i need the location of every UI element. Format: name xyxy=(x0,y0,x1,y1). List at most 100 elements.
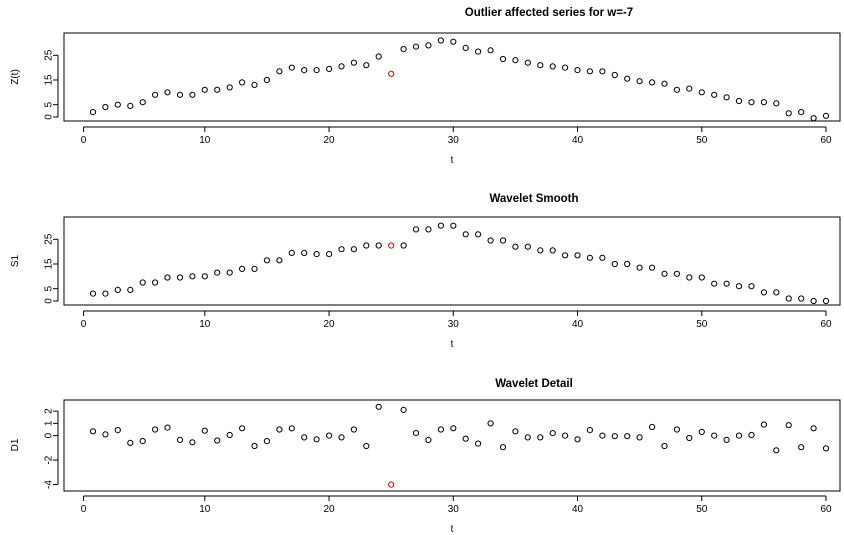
data-point xyxy=(276,426,283,433)
data-point xyxy=(735,432,743,439)
data-point xyxy=(475,48,482,55)
data-point xyxy=(785,422,792,429)
data-point xyxy=(276,257,283,264)
y-axis-label: S1 xyxy=(10,254,21,267)
outlier-point xyxy=(388,481,395,488)
data-point xyxy=(326,251,333,258)
data-point xyxy=(338,434,345,441)
x-tick-label: 50 xyxy=(696,319,708,330)
data-point xyxy=(201,86,208,93)
data-point xyxy=(586,68,594,75)
x-tick-label: 60 xyxy=(820,319,832,330)
data-point xyxy=(586,254,594,261)
data-point xyxy=(649,264,656,271)
x-tick-label: 0 xyxy=(81,135,87,146)
data-point xyxy=(450,222,457,229)
data-point xyxy=(412,226,420,233)
data-point xyxy=(686,434,693,442)
data-point xyxy=(773,447,780,454)
data-point xyxy=(114,101,121,108)
data-point xyxy=(537,247,544,254)
data-point xyxy=(549,430,556,437)
data-point xyxy=(760,421,768,428)
data-point xyxy=(139,99,146,106)
data-point xyxy=(226,269,233,276)
data-point xyxy=(164,274,171,281)
x-axis: 10 20 30 40 50 60 0 xyxy=(81,126,832,146)
data-point xyxy=(139,279,146,286)
y-tick-label: 25 xyxy=(44,233,55,245)
data-point xyxy=(226,84,233,91)
data-point xyxy=(152,426,159,433)
data-point xyxy=(624,433,631,440)
data-point xyxy=(760,99,768,106)
data-point xyxy=(798,444,805,451)
data-point xyxy=(425,42,432,49)
x-tick-label: 0 xyxy=(81,504,87,515)
data-point xyxy=(412,43,420,50)
data-point xyxy=(102,104,109,111)
data-point xyxy=(326,432,333,439)
data-point xyxy=(773,100,780,107)
chart-title: Wavelet Smooth xyxy=(489,193,578,205)
data-point xyxy=(562,64,569,71)
data-point xyxy=(326,65,333,73)
data-point xyxy=(711,432,718,439)
data-point xyxy=(723,436,730,443)
outlier-point xyxy=(388,70,395,77)
data-point xyxy=(599,254,606,261)
data-point xyxy=(89,428,97,435)
data-point xyxy=(313,251,320,258)
x-tick-label: 40 xyxy=(572,319,584,330)
data-point xyxy=(599,68,606,75)
data-point xyxy=(773,289,780,296)
data-point xyxy=(437,37,444,44)
data-point xyxy=(164,89,171,96)
data-point xyxy=(114,427,121,434)
data-point xyxy=(462,231,469,238)
y-tick-label: -4 xyxy=(44,480,55,489)
data-point xyxy=(263,438,270,445)
data-point xyxy=(450,425,457,432)
data-point xyxy=(450,38,457,45)
data-point xyxy=(350,246,357,253)
x-axis-label: t xyxy=(451,524,454,535)
data-point xyxy=(499,444,507,451)
outlier-point xyxy=(388,242,395,249)
data-point xyxy=(412,430,420,437)
x-tick-label: 50 xyxy=(696,135,708,146)
data-point xyxy=(189,439,196,446)
data-point xyxy=(711,280,718,287)
data-point xyxy=(636,434,643,441)
data-point xyxy=(214,269,221,276)
data-point xyxy=(127,286,134,293)
data-point xyxy=(636,264,643,271)
data-point xyxy=(512,428,519,435)
data-point xyxy=(574,436,581,443)
data-point xyxy=(127,102,134,110)
data-point xyxy=(251,265,258,272)
data-point xyxy=(574,252,581,259)
data-point xyxy=(512,57,519,64)
data-point xyxy=(89,290,97,297)
y-tick-label: 5 xyxy=(44,285,55,291)
data-point xyxy=(214,86,221,93)
data-point xyxy=(462,44,469,52)
data-point xyxy=(748,99,755,106)
data-point xyxy=(276,68,283,75)
data-points xyxy=(89,37,830,122)
data-point xyxy=(263,76,270,84)
y-tick-label: 25 xyxy=(44,49,55,61)
x-tick-label: 20 xyxy=(323,504,335,515)
data-point xyxy=(748,431,755,439)
data-point xyxy=(201,427,208,434)
data-point xyxy=(375,242,382,249)
panel-wavelet-smooth: Wavelet Smooth 10 20 30 40 50 60 0 0 5 15 25 t S1 xyxy=(10,193,841,350)
data-point xyxy=(624,260,631,268)
plot-frame xyxy=(63,32,841,122)
data-point xyxy=(810,425,817,432)
data-point xyxy=(611,260,618,268)
data-point xyxy=(574,67,581,74)
data-point xyxy=(624,75,631,82)
